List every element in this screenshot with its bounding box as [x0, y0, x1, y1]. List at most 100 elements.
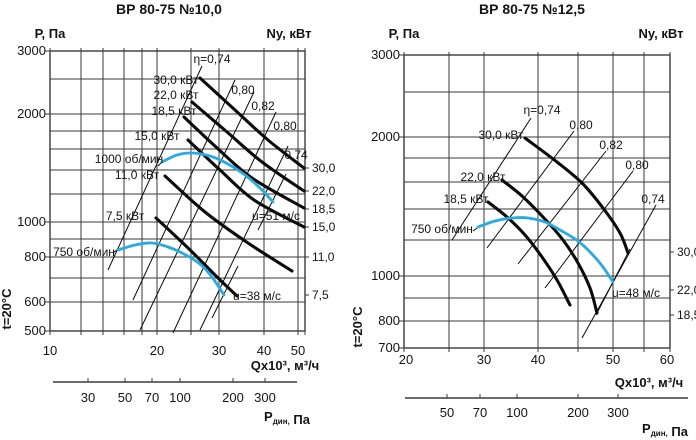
pressure-axis-label: Р, Па: [35, 26, 66, 41]
chart-title-vr-80-75-10: ВР 80-75 №10,0: [116, 1, 222, 17]
temp-condition-label: t=20°C: [0, 288, 14, 330]
power-scale-tick-label: 18,5: [677, 308, 696, 322]
power-axis-label: Ny, кВт: [267, 26, 312, 41]
efficiency-line-080: [486, 130, 575, 249]
speed-label-750rpm: 750 об/мин: [411, 222, 473, 236]
dyn-scale-tick-label: 300: [254, 390, 276, 405]
power-label-15kw: 15,0 кВт: [134, 129, 180, 143]
power-scale-tick-label: 30,0: [312, 161, 336, 175]
speed-label-1000rpm: 1000 об/мин: [95, 152, 164, 166]
eff-label-074b: 0,74: [284, 148, 308, 162]
efficiency-line-074: [451, 117, 532, 241]
power-curve-185kw: [486, 200, 572, 307]
dyn-pressure-scale: 50 70 100 200 300 Рдин, Па: [405, 394, 689, 439]
u-label-38: u=38 м/с: [233, 289, 281, 303]
x-tick-label: 40: [531, 352, 545, 367]
x-tick-label: 30: [212, 343, 226, 358]
y-tick-label: 3000: [17, 43, 46, 58]
eta-label-074: η=0,74: [523, 103, 560, 117]
x-tick-label: 50: [606, 352, 620, 367]
leader-750rpm: [472, 227, 478, 232]
y-tick-label: 500: [24, 323, 46, 338]
y-tick-label: 1000: [371, 268, 400, 283]
dyn-scale-label: Рдин, Па: [264, 409, 311, 427]
dyn-scale-tick-label: 100: [506, 405, 528, 420]
dyn-scale-tick-label: 50: [440, 405, 454, 420]
thin-lines: [107, 65, 289, 334]
plot-frame: [403, 54, 671, 349]
power-curve-75kw: [154, 216, 239, 298]
power-label-185kw: 18,5 кВт: [443, 192, 489, 206]
power-scale-tick-label: 11,0: [312, 250, 335, 264]
x-tick-label: 20: [150, 343, 164, 358]
eff-label-082: 0,82: [251, 99, 275, 113]
power-curve-22kw: [190, 100, 306, 193]
power-label-22kw: 22,0 кВт: [153, 88, 199, 102]
power-scale-tick-label: 22,0: [677, 283, 696, 297]
fan-curve-750rpm: [116, 241, 226, 297]
power-curve-185kw: [182, 115, 306, 210]
dyn-scale-tick-label: 100: [169, 390, 191, 405]
y-tick-label: 2000: [17, 106, 46, 121]
power-axis-label: Ny, кВт: [639, 26, 684, 41]
power-scale-tick-label: 7,5: [312, 288, 329, 302]
flow-axis-label: Qx10³, м³/ч: [615, 375, 683, 390]
eff-label-080: 0,80: [231, 83, 255, 97]
efficiency-line-080b: [544, 170, 634, 289]
x-tick-label: 10: [43, 343, 57, 358]
power-label-30kw: 30,0 кВт: [153, 73, 199, 87]
speed-label-750rpm: 750 об/мин: [53, 245, 115, 259]
y-tick-label: 600: [24, 294, 46, 309]
y-tick-label: 700: [378, 340, 400, 355]
dyn-scale-tick-label: 30: [81, 390, 95, 405]
y-tick-label: 800: [24, 249, 46, 264]
dyn-pressure-scale: 30 50 70 100 200 300 Рдин, Па: [53, 378, 311, 427]
efficiency-line-074b: [199, 145, 289, 331]
dyn-scale-tick-label: 300: [607, 405, 629, 420]
y-tick-label: 2000: [371, 129, 400, 144]
x-tick-label: 60: [660, 352, 674, 367]
efficiency-line-082: [139, 91, 255, 331]
power-curve-11kw: [163, 174, 294, 273]
power-curve-30kw: [198, 76, 306, 170]
power-scale-tick-label: 30,0: [677, 245, 696, 259]
dyn-scale-tick-label: 200: [567, 405, 589, 420]
power-scale-tick-label: 18,5: [312, 202, 336, 216]
eta-label-074: η=0,74: [193, 52, 230, 66]
dyn-scale-tick-label: 70: [145, 390, 159, 405]
x-tick-label: 50: [291, 343, 305, 358]
dyn-scale-tick-label: 200: [222, 390, 244, 405]
efficiency-line-080: [132, 79, 236, 301]
u-label-48: u=48 м/с: [612, 286, 660, 300]
x-tick-label: 30: [477, 352, 491, 367]
power-label-11kw: 11,0 кВт: [115, 168, 160, 182]
pressure-axis-label: Р, Па: [389, 26, 420, 41]
efficiency-line-074: [107, 65, 203, 271]
power-label-75kw: 7,5 кВт: [106, 209, 145, 223]
power-curve-22kw: [500, 178, 599, 315]
y-tick-label: 800: [378, 313, 400, 328]
power-label-22kw: 22,0 кВт: [460, 170, 506, 184]
chart-vr-80-75-10: 3000 2000 1000 800 600 500 10 20 30 40 50 30,0 22,0 1…: [0, 26, 336, 427]
fan-curve-1000rpm: [160, 151, 275, 204]
eff-label-082: 0,82: [599, 138, 623, 152]
x-tick-label: 40: [257, 343, 271, 358]
dyn-scale-label: Рдин, Па: [642, 421, 689, 439]
eff-label-080: 0,80: [569, 118, 593, 132]
power-label-30kw: 30,0 кВт: [478, 128, 524, 142]
eff-label-080b: 0,80: [273, 119, 297, 133]
axis-ticks: [399, 52, 674, 352]
dyn-scale-tick-label: 50: [118, 390, 132, 405]
eff-label-074b: 0,74: [641, 192, 665, 206]
efficiency-line-074b: [581, 204, 657, 339]
eff-label-080b: 0,80: [625, 158, 649, 172]
power-label-185kw: 18,5 кВт: [151, 104, 197, 118]
fan-curve-750rpm: [476, 216, 615, 284]
axis-ticks: [45, 48, 309, 335]
y-tick-label: 1000: [17, 214, 46, 229]
power-scale-tick-label: 22,0: [312, 184, 336, 198]
temp-condition-label: t=20°C: [350, 306, 365, 348]
